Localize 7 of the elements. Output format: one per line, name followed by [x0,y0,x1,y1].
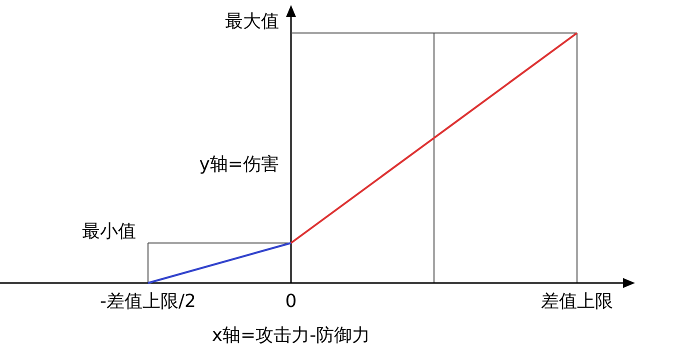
ref-line-label: 最小值 [82,221,136,242]
x-tick-label: 差值上限 [541,291,613,312]
ref-line-label: 最大值 [225,11,279,32]
y-axis-title: y轴=伤害 [199,154,279,175]
x-axis-title: x轴=攻击力-防御力 [212,325,370,346]
x-tick-label: -差值上限/2 [100,291,196,312]
x-tick-label: 0 [285,291,297,312]
